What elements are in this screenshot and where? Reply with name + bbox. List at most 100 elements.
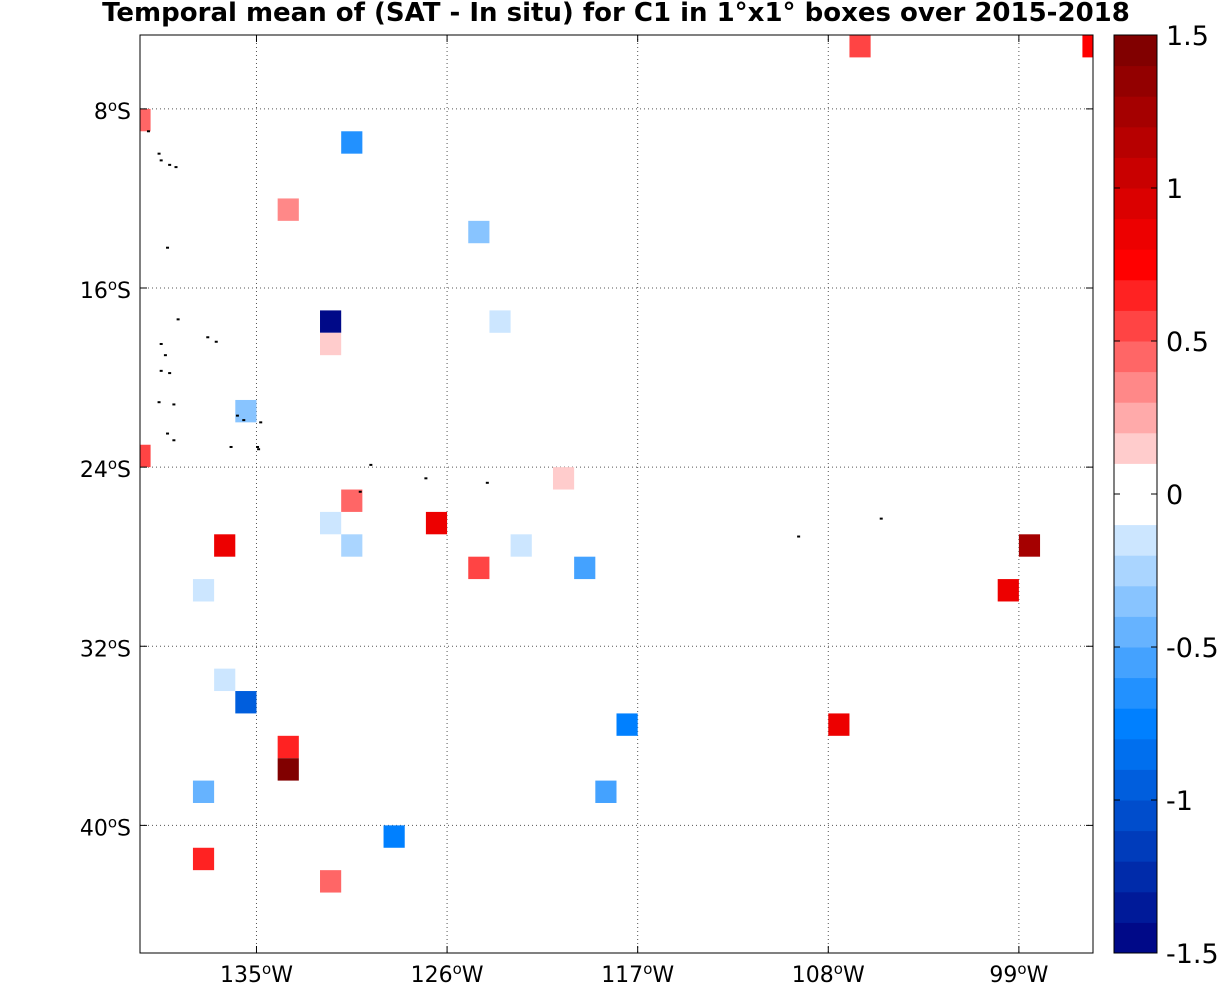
colorbar-bin bbox=[1114, 585, 1157, 617]
colorbar-bin bbox=[1114, 922, 1157, 954]
colorbar-bin bbox=[1114, 800, 1157, 832]
data-box bbox=[277, 758, 299, 781]
data-box bbox=[192, 847, 215, 871]
colorbar-bin bbox=[1114, 524, 1157, 556]
data-box bbox=[277, 198, 299, 221]
colorbar-bin bbox=[1114, 402, 1157, 434]
data-box bbox=[574, 556, 596, 580]
data-box bbox=[510, 534, 532, 557]
colorbar-bin bbox=[1114, 432, 1157, 464]
island-mark bbox=[168, 372, 172, 375]
island-mark bbox=[256, 445, 260, 448]
colorbar-bin bbox=[1114, 35, 1157, 67]
data-box bbox=[214, 668, 236, 692]
colorbar-bin bbox=[1114, 463, 1157, 495]
island-mark bbox=[172, 403, 176, 406]
colorbar-tick-label: 0 bbox=[1166, 480, 1183, 511]
x-tick-label: 108oW bbox=[792, 960, 865, 984]
colorbar-bin bbox=[1114, 830, 1157, 862]
y-tick-label: 32oS bbox=[80, 634, 131, 662]
colorbar-bin bbox=[1114, 157, 1157, 189]
islands bbox=[146, 130, 883, 538]
data-box bbox=[828, 713, 850, 736]
data-box bbox=[192, 780, 215, 803]
colorbar-tick-label: 1.5 bbox=[1166, 21, 1209, 52]
island-mark bbox=[159, 159, 163, 162]
colorbar-tick-label: 0.5 bbox=[1166, 327, 1209, 358]
colorbar-bin bbox=[1114, 96, 1157, 128]
data-box bbox=[235, 399, 257, 423]
colorbar-bin bbox=[1114, 891, 1157, 923]
island-mark bbox=[369, 463, 373, 466]
data-box bbox=[595, 780, 617, 803]
data-box bbox=[489, 310, 511, 333]
y-tick-label: 24oS bbox=[80, 455, 131, 483]
island-mark bbox=[172, 439, 176, 442]
island-mark bbox=[159, 369, 163, 372]
island-mark bbox=[157, 401, 161, 404]
island-mark bbox=[168, 163, 172, 166]
island-mark bbox=[157, 152, 161, 155]
x-tick-label: 117oW bbox=[601, 960, 674, 984]
data-box bbox=[214, 534, 236, 557]
colorbar-bin bbox=[1114, 861, 1157, 893]
data-box bbox=[320, 511, 342, 535]
island-mark bbox=[163, 354, 167, 357]
data-box bbox=[468, 220, 490, 244]
data-box bbox=[425, 511, 448, 535]
plot-frame bbox=[139, 34, 1094, 954]
x-tick-label: 99oW bbox=[989, 960, 1048, 984]
data-box bbox=[341, 131, 363, 154]
x-axis-ticks: 135oW 126oW 117oW 108oW 99oW bbox=[220, 35, 1049, 984]
colorbar-bin bbox=[1114, 218, 1157, 250]
island-mark bbox=[176, 318, 180, 321]
data-box bbox=[140, 108, 151, 132]
colorbar-bin bbox=[1114, 616, 1157, 648]
colorbar-bin bbox=[1114, 708, 1157, 740]
data-box bbox=[383, 825, 405, 848]
data-box bbox=[849, 35, 871, 58]
island-mark bbox=[166, 432, 170, 435]
data-box bbox=[616, 713, 638, 736]
colorbar-bin bbox=[1114, 769, 1157, 801]
island-mark bbox=[242, 419, 246, 422]
island-mark bbox=[229, 445, 233, 448]
data-box bbox=[320, 310, 342, 333]
y-tick-label: 16oS bbox=[80, 276, 131, 304]
data-box bbox=[192, 579, 215, 602]
colorbar-bin bbox=[1114, 494, 1157, 526]
island-mark bbox=[485, 481, 489, 484]
data-box bbox=[468, 556, 490, 580]
island-mark bbox=[879, 517, 883, 520]
colorbar-bin bbox=[1114, 249, 1157, 281]
data-boxes bbox=[140, 35, 1093, 893]
data-box bbox=[1082, 35, 1093, 58]
colorbar-bin bbox=[1114, 310, 1157, 342]
colorbar-bin bbox=[1114, 126, 1157, 158]
island-mark bbox=[159, 342, 163, 345]
colorbar-tick-label: -1.5 bbox=[1166, 939, 1219, 970]
data-box bbox=[552, 467, 575, 490]
colorbar-bin bbox=[1114, 738, 1157, 770]
chart-title: Temporal mean of (SAT - In situ) for C1 … bbox=[102, 0, 1130, 28]
island-mark bbox=[424, 477, 428, 480]
colorbar-bin bbox=[1114, 677, 1157, 709]
island-mark bbox=[358, 490, 362, 493]
island-mark bbox=[259, 421, 263, 424]
island-mark bbox=[174, 166, 178, 169]
y-tick-label: 40oS bbox=[80, 813, 131, 841]
island-mark bbox=[146, 130, 150, 133]
island-mark bbox=[214, 340, 218, 343]
data-box bbox=[1018, 534, 1041, 557]
colorbar-bin bbox=[1114, 371, 1157, 403]
colorbar-tick-label: 1 bbox=[1166, 174, 1183, 205]
x-tick-label: 126oW bbox=[411, 960, 484, 984]
colorbar-bin bbox=[1114, 555, 1157, 587]
island-mark bbox=[166, 246, 170, 249]
colorbar-bin bbox=[1114, 188, 1157, 220]
island-mark bbox=[235, 414, 239, 417]
y-tick-label: 8oS bbox=[94, 97, 131, 125]
colorbar-bin bbox=[1114, 647, 1157, 679]
island-mark bbox=[797, 535, 801, 538]
